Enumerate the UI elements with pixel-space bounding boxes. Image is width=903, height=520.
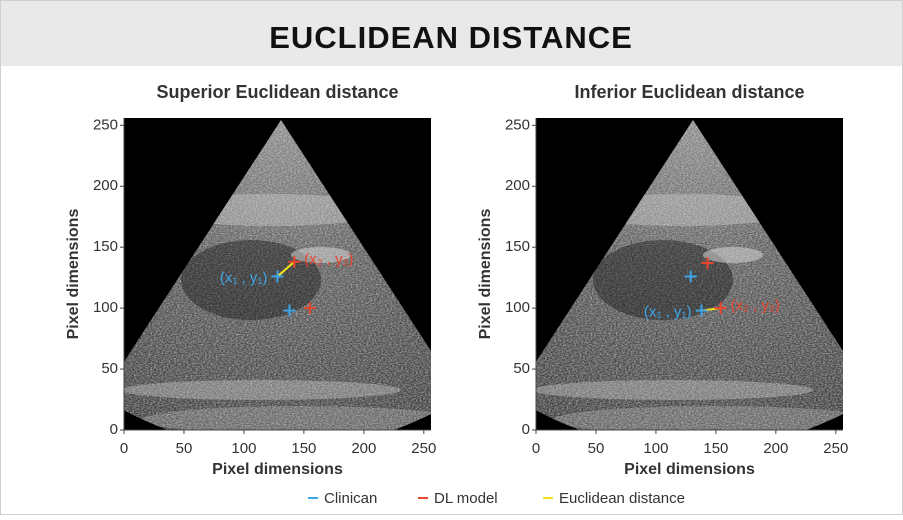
y-tick-label: 200 <box>505 177 530 194</box>
x-tick-label: 150 <box>703 440 728 457</box>
point-label: (x₂ , y₂) <box>304 251 353 268</box>
chart-title: Superior Euclidean distance <box>156 82 398 102</box>
legend-label: Euclidean distance <box>559 490 685 507</box>
x-tick-label: 100 <box>643 440 668 457</box>
x-tick-label: 250 <box>823 440 848 457</box>
y-tick-label: 50 <box>101 360 118 377</box>
y-axis-label: Pixel dimensions <box>477 209 494 340</box>
x-tick-label: 0 <box>532 440 540 457</box>
chart-title: Inferior Euclidean distance <box>574 82 804 102</box>
x-tick-label: 0 <box>120 440 128 457</box>
y-tick-label: 0 <box>110 421 118 438</box>
x-tick-label: 200 <box>763 440 788 457</box>
x-tick-label: 100 <box>231 440 256 457</box>
x-tick-label: 250 <box>411 440 436 457</box>
point-label: (x₁ , y₁) <box>644 304 692 321</box>
x-tick-label: 50 <box>176 440 193 457</box>
y-tick-label: 150 <box>505 238 530 255</box>
echo <box>533 380 813 400</box>
y-tick-label: 100 <box>505 299 530 316</box>
figure: EUCLIDEAN DISTANCE 0 50 100 150 200 250 0 50 100… <box>0 0 903 515</box>
echo <box>703 247 763 263</box>
y-tick-label: 200 <box>93 177 118 194</box>
x-axis-label: Pixel dimensions <box>624 461 755 478</box>
point-label: (x₂ , y₂) <box>731 297 780 314</box>
y-tick-label: 50 <box>513 360 530 377</box>
y-tick-label: 0 <box>522 421 530 438</box>
echo <box>121 380 401 400</box>
y-tick-label: 250 <box>93 116 118 133</box>
legend-label: DL model <box>434 490 498 507</box>
x-tick-label: 200 <box>351 440 376 457</box>
y-tick-label: 250 <box>505 116 530 133</box>
y-tick-label: 100 <box>93 299 118 316</box>
legend-label: Clinican <box>324 490 377 507</box>
x-tick-label: 50 <box>588 440 605 457</box>
x-tick-label: 150 <box>291 440 316 457</box>
point-label: (x₁ , y₁) <box>220 269 268 286</box>
x-axis-label: Pixel dimensions <box>212 461 343 478</box>
y-tick-label: 150 <box>93 238 118 255</box>
page-title: EUCLIDEAN DISTANCE <box>269 20 633 55</box>
y-axis-label: Pixel dimensions <box>65 209 82 340</box>
